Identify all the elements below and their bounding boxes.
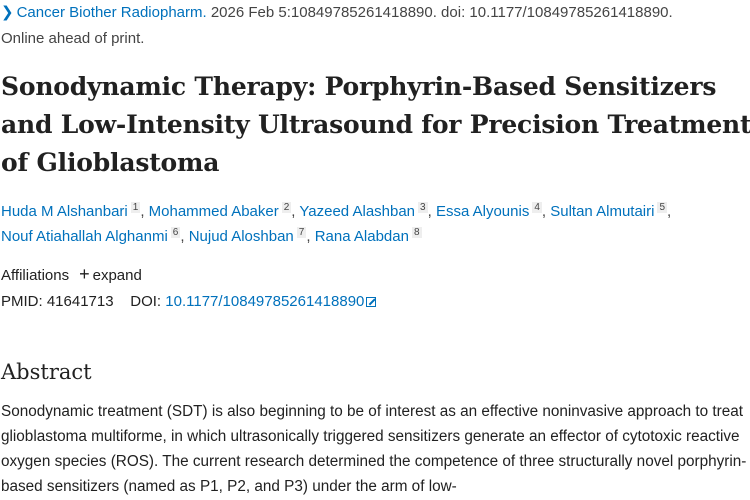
- author-link[interactable]: Huda M Alshanbari: [1, 203, 128, 220]
- author-link[interactable]: Nujud Aloshban: [188, 228, 294, 245]
- chevron-right-icon[interactable]: ❯: [1, 4, 14, 21]
- journal-link[interactable]: Cancer Biother Radiopharm.: [16, 4, 207, 21]
- affiliation-number[interactable]: 8: [411, 227, 422, 238]
- affiliation-number[interactable]: 3: [418, 202, 428, 213]
- affiliation-number[interactable]: 5: [657, 202, 668, 213]
- citation-details: 2026 Feb 5:10849785261418890. doi: 10.11…: [210, 4, 673, 21]
- doi-label: DOI:: [130, 293, 162, 310]
- expand-button[interactable]: expand: [92, 267, 142, 284]
- author-link[interactable]: Mohammed Abaker: [148, 203, 279, 220]
- author-link[interactable]: Rana Alabdan: [314, 228, 409, 245]
- plus-icon[interactable]: +: [79, 264, 90, 284]
- affiliation-number[interactable]: 7: [296, 227, 307, 238]
- author-list: Huda M Alshanbari 1, Mohammed Abaker 2, Ya…: [1, 202, 672, 245]
- identifiers: PMID: 41641713 DOI: 10.1177/108497852614…: [1, 289, 750, 315]
- affiliations-label: Affiliations: [1, 267, 70, 284]
- article-title: Sonodynamic Therapy: Porphyrin-Based Sen…: [1, 72, 750, 177]
- pmid-label: PMID:: [1, 293, 43, 310]
- author-link[interactable]: Sultan Almutairi: [550, 203, 655, 220]
- affiliation-number[interactable]: 4: [532, 202, 542, 213]
- abstract-heading: Abstract: [1, 360, 92, 384]
- author-link[interactable]: Nouf Atiahallah Alghanmi: [1, 228, 168, 245]
- abstract-text: Sonodynamic treatment (SDT) is also begi…: [1, 403, 747, 495]
- citation: ❯ Cancer Biother Radiopharm. 2026 Feb 5:1…: [1, 0, 750, 52]
- affiliation-number[interactable]: 1: [130, 202, 141, 213]
- publication-status: Online ahead of print.: [1, 30, 145, 47]
- external-link-icon[interactable]: [366, 297, 377, 307]
- author-link[interactable]: Essa Alyounis: [435, 203, 530, 220]
- affiliation-number[interactable]: 2: [281, 202, 292, 213]
- pmid-value: 41641713: [46, 293, 114, 310]
- affiliation-number[interactable]: 6: [170, 227, 181, 238]
- doi-link[interactable]: 10.1177/10849785261418890: [165, 293, 365, 310]
- affiliations-toggle[interactable]: Affiliations + expand: [1, 261, 750, 289]
- author-link[interactable]: Yazeed Alashban: [299, 203, 416, 220]
